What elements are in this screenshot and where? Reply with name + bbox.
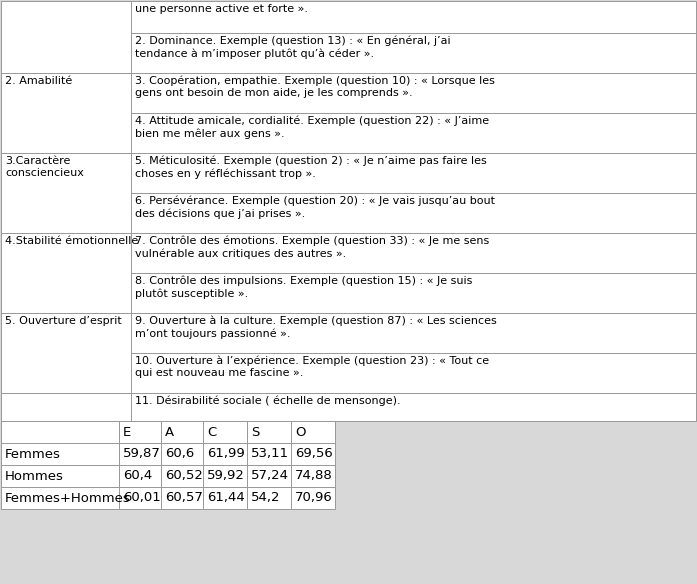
Text: 60,4: 60,4 (123, 470, 152, 482)
Bar (131, 33, 696, 73)
Bar (119, 421, 161, 443)
Bar (291, 465, 335, 487)
Bar (161, 421, 203, 443)
Bar (1, 443, 119, 465)
Text: Femmes: Femmes (5, 447, 61, 461)
Bar (161, 465, 203, 487)
Bar (1, 487, 119, 509)
Text: 53,11: 53,11 (251, 447, 289, 461)
Bar (131, 233, 696, 273)
Bar (1, 465, 119, 487)
Text: 69,56: 69,56 (295, 447, 332, 461)
Bar (131, 1, 696, 33)
Bar (1, 153, 131, 233)
Bar (1, 421, 119, 443)
Text: 59,87: 59,87 (123, 447, 161, 461)
Bar (291, 421, 335, 443)
Text: C: C (207, 426, 216, 439)
Text: 9. Ouverture à la culture. Exemple (question 87) : « Les sciences
m’ont toujours: 9. Ouverture à la culture. Exemple (ques… (135, 316, 497, 339)
Text: 57,24: 57,24 (251, 470, 289, 482)
Text: 60,52: 60,52 (165, 470, 203, 482)
Text: 11. Désirabilité sociale ( échelle de mensonge).: 11. Désirabilité sociale ( échelle de me… (135, 396, 401, 406)
Bar (1, 73, 131, 153)
Bar (203, 487, 247, 509)
Bar (1, 233, 131, 313)
Text: 4. Attitude amicale, cordialité. Exemple (question 22) : « J’aime
bien me mêler : 4. Attitude amicale, cordialité. Exemple… (135, 116, 489, 139)
Text: 54,2: 54,2 (251, 492, 280, 505)
Text: O: O (295, 426, 305, 439)
Text: 60,01: 60,01 (123, 492, 161, 505)
Bar (131, 193, 696, 233)
Bar (131, 153, 696, 193)
Bar (131, 313, 696, 353)
Bar (247, 487, 291, 509)
Text: 8. Contrôle des impulsions. Exemple (question 15) : « Je suis
plutôt susceptible: 8. Contrôle des impulsions. Exemple (que… (135, 276, 473, 298)
Text: 70,96: 70,96 (295, 492, 332, 505)
Bar (247, 421, 291, 443)
Text: 61,99: 61,99 (207, 447, 245, 461)
Bar (1, 1, 131, 73)
Bar (131, 393, 696, 421)
Text: 2. Dominance. Exemple (question 13) : « En général, j’ai
tendance à m’imposer pl: 2. Dominance. Exemple (question 13) : « … (135, 36, 451, 59)
Bar (203, 443, 247, 465)
Bar (1, 313, 131, 393)
Text: 3. Coopération, empathie. Exemple (question 10) : « Lorsque les
gens ont besoin : 3. Coopération, empathie. Exemple (quest… (135, 76, 495, 98)
Text: 5. Ouverture d’esprit: 5. Ouverture d’esprit (5, 316, 122, 326)
Bar (203, 421, 247, 443)
Bar (131, 353, 696, 393)
Bar (203, 465, 247, 487)
Bar (161, 443, 203, 465)
Text: 7. Contrôle des émotions. Exemple (question 33) : « Je me sens
vulnérable aux cr: 7. Contrôle des émotions. Exemple (quest… (135, 236, 489, 259)
Text: 74,88: 74,88 (295, 470, 332, 482)
Text: Hommes: Hommes (5, 470, 64, 482)
Bar (247, 443, 291, 465)
Text: Femmes+Hommes: Femmes+Hommes (5, 492, 131, 505)
Text: 4.Stabilité émotionnelle: 4.Stabilité émotionnelle (5, 236, 138, 246)
Text: 60,57: 60,57 (165, 492, 203, 505)
Text: 5. Méticulosité. Exemple (question 2) : « Je n’aime pas faire les
choses en y ré: 5. Méticulosité. Exemple (question 2) : … (135, 156, 487, 179)
Text: 60,6: 60,6 (165, 447, 194, 461)
Bar (247, 465, 291, 487)
Text: S: S (251, 426, 259, 439)
Bar (1, 393, 131, 421)
Text: 3.Caractère
consciencieux: 3.Caractère consciencieux (5, 156, 84, 178)
Text: 6. Persévérance. Exemple (question 20) : « Je vais jusqu’au bout
des décisions q: 6. Persévérance. Exemple (question 20) :… (135, 196, 495, 218)
Bar (291, 487, 335, 509)
Text: E: E (123, 426, 131, 439)
Bar (291, 443, 335, 465)
Bar (119, 487, 161, 509)
Text: 10. Ouverture à l’expérience. Exemple (question 23) : « Tout ce
qui est nouveau : 10. Ouverture à l’expérience. Exemple (q… (135, 356, 489, 378)
Text: 61,44: 61,44 (207, 492, 245, 505)
Bar (131, 273, 696, 313)
Bar (131, 73, 696, 113)
Text: A: A (165, 426, 174, 439)
Bar (119, 443, 161, 465)
Text: une personne active et forte ».: une personne active et forte ». (135, 4, 308, 14)
Bar (119, 465, 161, 487)
Text: 59,92: 59,92 (207, 470, 245, 482)
Bar (161, 487, 203, 509)
Bar (131, 113, 696, 153)
Text: 2. Amabilité: 2. Amabilité (5, 76, 72, 86)
